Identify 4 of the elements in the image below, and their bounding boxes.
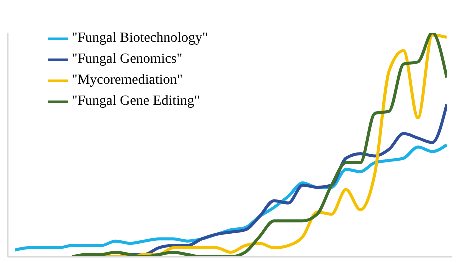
legend-label: "Mycoremediation" xyxy=(72,73,183,88)
legend-label: "Fungal Gene Editing" xyxy=(72,94,200,109)
legend-label: "Fungal Genomics" xyxy=(72,52,183,67)
legend-label: "Fungal Biotechnology" xyxy=(72,31,208,46)
